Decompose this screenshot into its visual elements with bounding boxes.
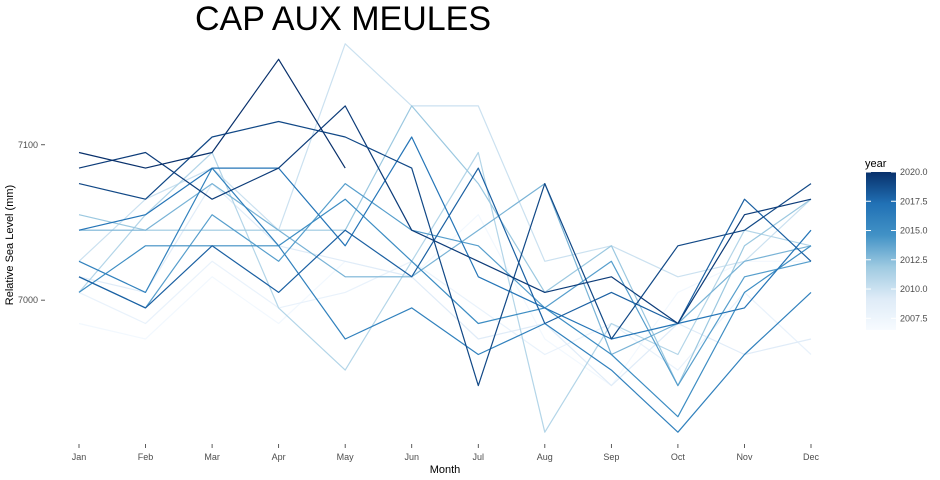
y-axis: 7000 7100 — [18, 140, 45, 305]
x-tick-label: Jul — [473, 452, 485, 462]
x-axis-title: Month — [430, 464, 461, 476]
x-tick-label: Feb — [138, 452, 154, 462]
x-tick-label: Apr — [272, 452, 286, 462]
x-tick-label: May — [337, 452, 355, 462]
y-axis-title: Relative Sea Level (mm) — [4, 185, 16, 305]
legend-tick-label: 2010.0 — [900, 284, 928, 294]
legend-tick-label: 2017.5 — [900, 196, 928, 206]
legend-tick-label: 2020.0 — [900, 167, 928, 177]
series-line-6 — [79, 183, 812, 356]
x-tick-label: Mar — [204, 452, 220, 462]
series-line-3 — [78, 43, 812, 278]
x-tick-label: Oct — [671, 452, 686, 462]
x-tick-label: Aug — [537, 452, 553, 462]
chart-title: CAP AUX MEULES — [195, 0, 491, 38]
legend-tick-label: 2012.5 — [900, 255, 928, 265]
series-group — [78, 43, 812, 433]
y-tick-label: 7000 — [18, 295, 38, 305]
legend-tick-label: 2007.5 — [900, 313, 928, 323]
y-tick-label: 7100 — [18, 140, 38, 150]
series-line-13 — [78, 105, 812, 325]
legend: year 2007.5 2010.0 2012.5 2015.0 2017.5 2020.… — [865, 158, 928, 330]
series-line-9 — [78, 167, 812, 433]
series-line-2 — [78, 183, 812, 387]
x-tick-label: Jun — [404, 452, 419, 462]
x-tick-label: Dec — [803, 452, 820, 462]
series-line-7 — [78, 183, 812, 387]
series-line-11 — [78, 167, 812, 325]
legend-colorbar — [866, 172, 896, 330]
x-tick-label: Sep — [603, 452, 619, 462]
series-line-12 — [78, 120, 812, 387]
legend-ticks: 2007.5 2010.0 2012.5 2015.0 2017.5 2020.0 — [866, 167, 928, 323]
series-line-8 — [78, 198, 812, 418]
x-tick-label: Jan — [72, 452, 87, 462]
legend-title: year — [865, 158, 887, 170]
series-line-14 — [78, 58, 346, 169]
series-line-10 — [78, 136, 812, 340]
legend-tick-label: 2015.0 — [900, 226, 928, 236]
x-axis: Jan Feb Mar Apr May Jun Jul Aug Sep Oct Nov Dec — [72, 444, 820, 462]
x-tick-label: Nov — [736, 452, 753, 462]
series-line-1 — [78, 260, 812, 371]
